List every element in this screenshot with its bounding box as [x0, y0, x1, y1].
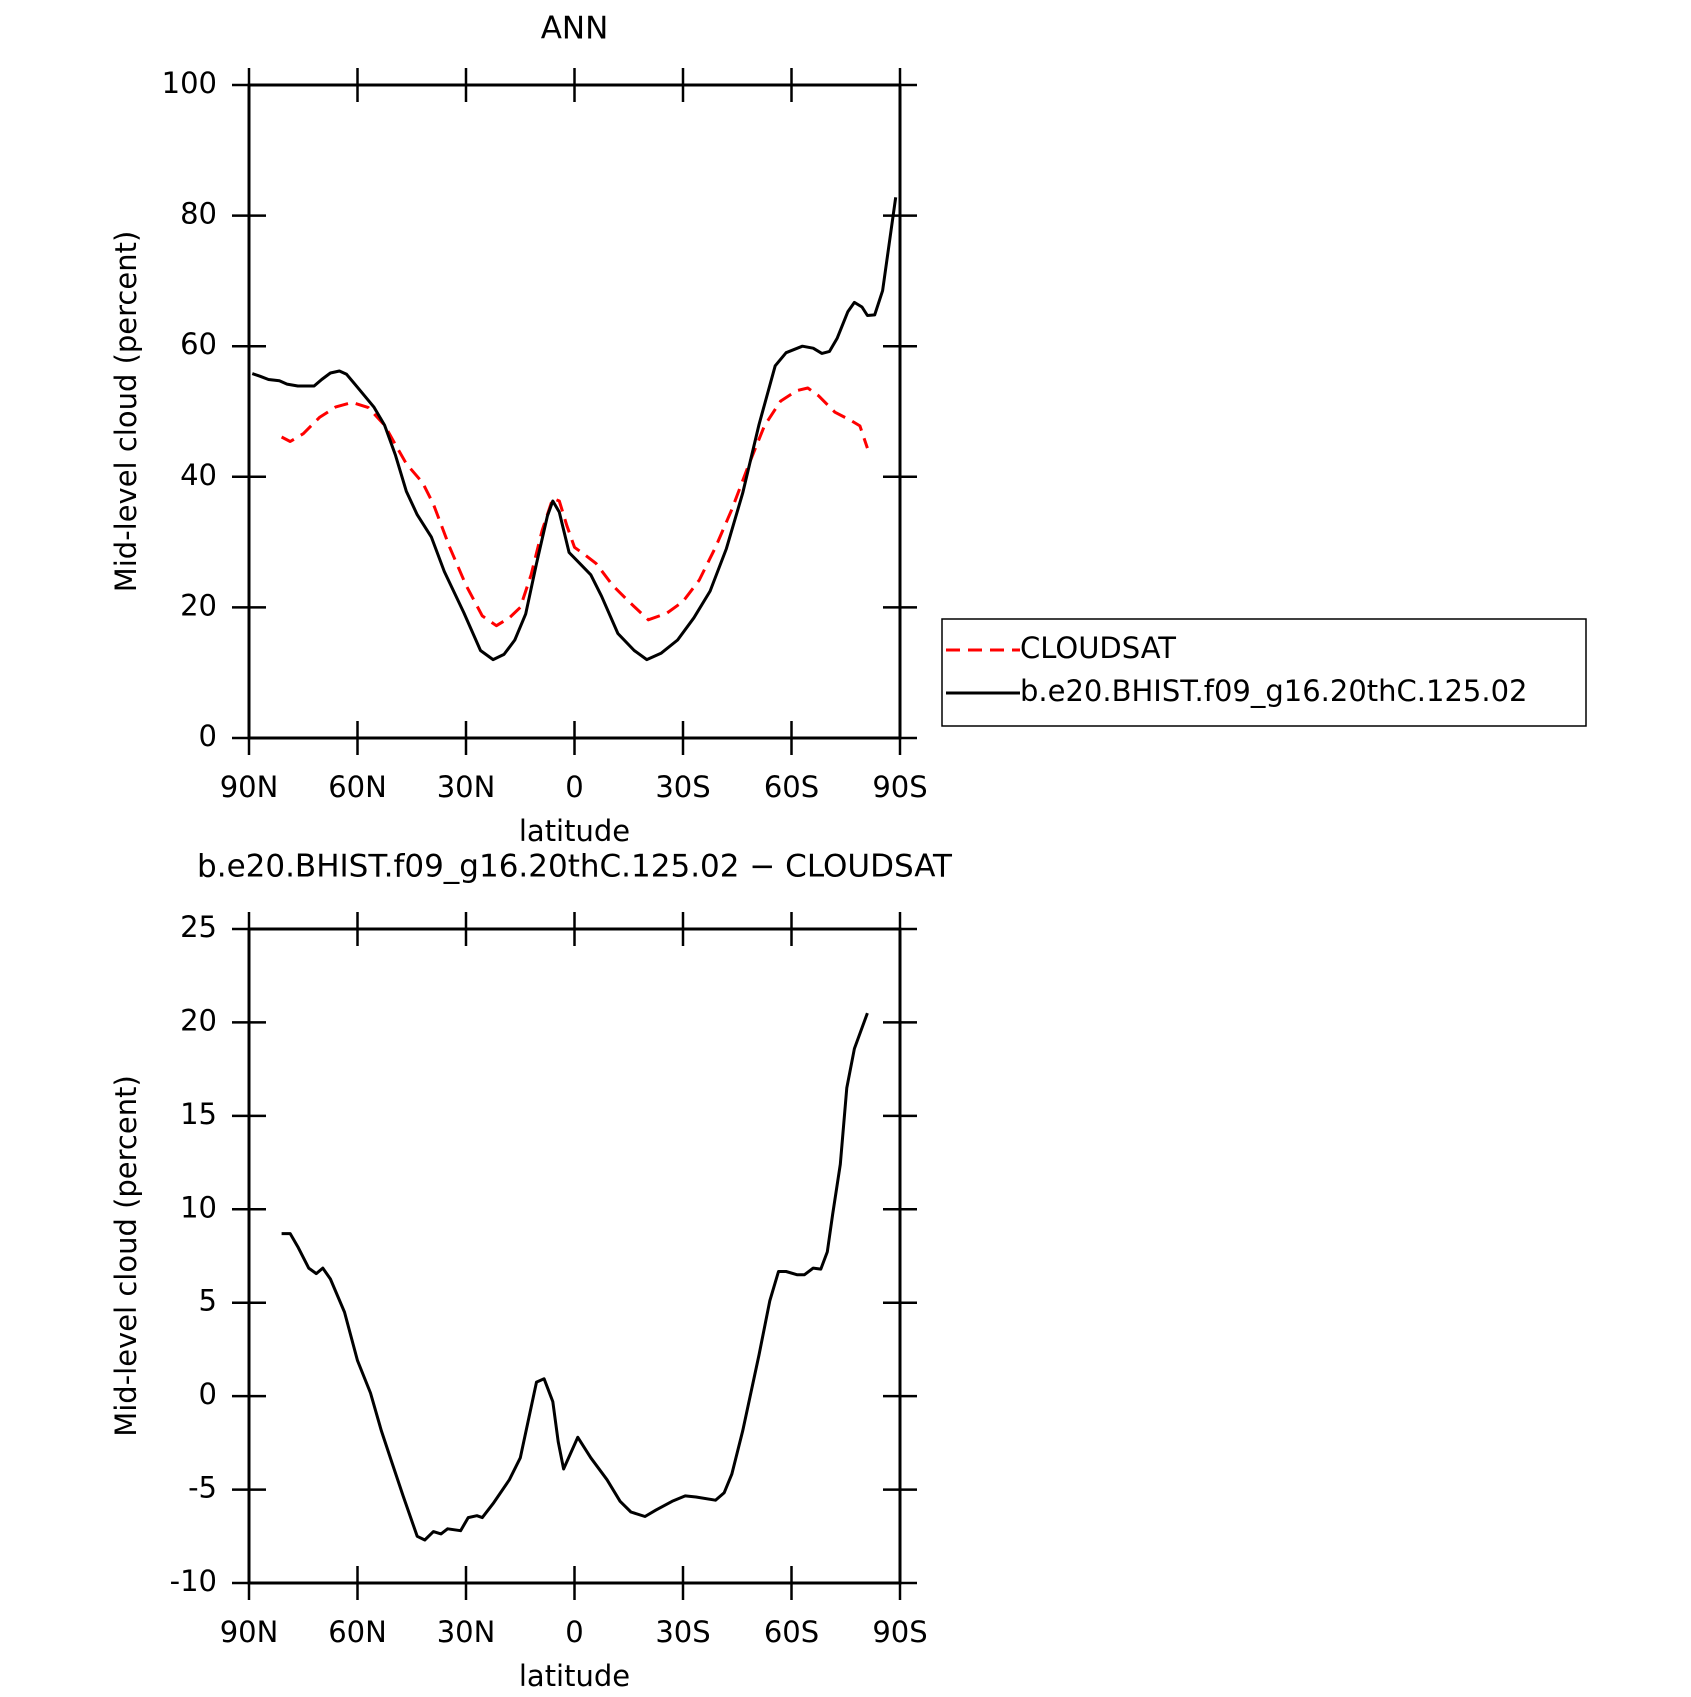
x-tick-label: 30N [437, 770, 496, 804]
y-tick-label: 0 [199, 1377, 217, 1411]
chart-title: b.e20.BHIST.f09_g16.20thC.125.02 − CLOUD… [197, 849, 953, 885]
x-tick-label: 0 [565, 1615, 583, 1649]
y-axis-label: Mid-level cloud (percent) [109, 1075, 143, 1437]
y-tick-label: 15 [180, 1097, 217, 1131]
plot-frame [247, 927, 902, 1585]
x-tick-label: 60S [764, 1615, 819, 1649]
x-axis-label: latitude [519, 814, 630, 848]
x-tick-label: 60S [764, 770, 819, 804]
y-tick-label: 10 [180, 1190, 217, 1224]
series-line [281, 1012, 869, 1542]
y-tick-label: 100 [162, 66, 217, 100]
series-line [280, 386, 869, 628]
y-tick-label: 0 [199, 719, 217, 753]
x-tick-label: 30N [437, 1615, 496, 1649]
y-tick-label: 40 [180, 458, 217, 492]
y-tick-label: 60 [180, 327, 217, 361]
y-tick-label: 25 [180, 910, 217, 944]
legend-label: CLOUDSAT [1020, 631, 1176, 665]
y-tick-label: -5 [188, 1471, 217, 1505]
legend-label: b.e20.BHIST.f09_g16.20thC.125.02 [1020, 674, 1527, 708]
x-tick-label: 90N [220, 770, 279, 804]
y-tick-label: -10 [170, 1564, 217, 1598]
x-tick-label: 60N [328, 1615, 387, 1649]
y-tick-label: 20 [180, 1003, 217, 1037]
x-tick-label: 30S [655, 770, 710, 804]
x-axis-label: latitude [519, 1659, 630, 1693]
x-tick-label: 90N [220, 1615, 279, 1649]
x-tick-label: 30S [655, 1615, 710, 1649]
x-tick-label: 60N [328, 770, 387, 804]
y-tick-label: 80 [180, 197, 217, 231]
x-tick-label: 0 [565, 770, 583, 804]
x-tick-label: 90S [872, 770, 927, 804]
x-tick-label: 90S [872, 1615, 927, 1649]
y-tick-label: 5 [199, 1284, 217, 1318]
legend-box [941, 618, 1587, 727]
y-axis-label: Mid-level cloud (percent) [109, 231, 143, 593]
plot-frame [247, 83, 902, 740]
chart-title: ANN [541, 11, 609, 47]
y-tick-label: 20 [180, 588, 217, 622]
series-line [251, 197, 898, 662]
